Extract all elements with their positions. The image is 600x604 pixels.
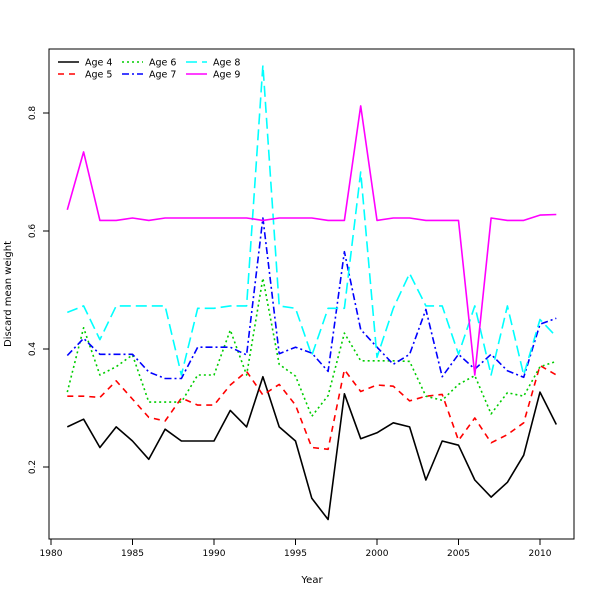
y-tick-label: 0.8	[28, 106, 38, 121]
plot-frame	[48, 48, 575, 540]
x-axis: 1980 1985 1990 1995 2000 2005 2010	[40, 538, 552, 559]
x-tick-label: 1990	[203, 549, 226, 559]
x-tick-label: 2010	[529, 549, 552, 559]
legend-label: Age 8	[213, 58, 240, 69]
legend-label: Age 7	[149, 70, 176, 81]
y-tick-label: 0.2	[28, 460, 38, 474]
x-axis-label: Year	[300, 575, 323, 586]
x-tick-label: 2000	[366, 549, 389, 559]
legend-label: Age 6	[149, 58, 176, 69]
x-tick-label: 2005	[447, 549, 470, 559]
y-axis: 0.2 0.4 0.6 0.8	[28, 106, 50, 474]
series-line-age-4	[66, 375, 558, 521]
legend-label: Age 5	[85, 70, 112, 81]
x-tick-label: 1985	[121, 549, 144, 559]
x-tick-label: 1995	[284, 549, 307, 559]
series-line-age-8	[67, 64, 557, 376]
y-tick-label: 0.4	[28, 342, 38, 357]
legend-label: Age 4	[85, 58, 112, 69]
legend-label: Age 9	[213, 70, 240, 81]
x-tick-label: 1980	[40, 549, 63, 559]
series-line-age-9	[66, 105, 557, 376]
y-axis-label: Discard mean weight	[3, 241, 14, 347]
y-tick-label: 0.6	[28, 224, 38, 239]
series-line-age-5	[67, 364, 557, 451]
series-layer	[66, 64, 558, 521]
